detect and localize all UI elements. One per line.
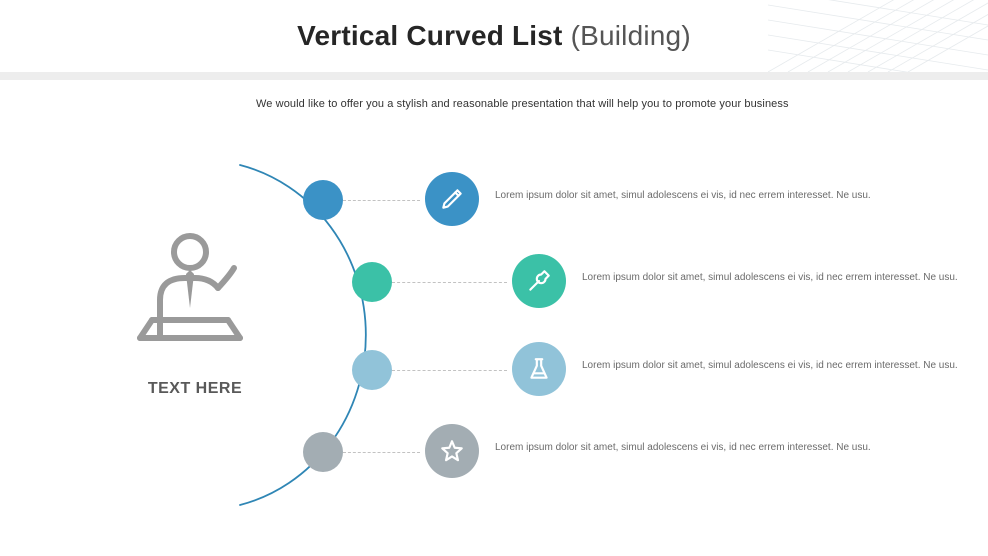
page-title: Vertical Curved List (Building) [297,20,691,52]
star-badge [425,424,479,478]
title-light: (Building) [571,20,691,51]
divider [0,72,988,80]
item-desc-1: Lorem ipsum dolor sit amet, simul adoles… [495,188,875,203]
connector-1 [343,200,420,201]
arc-dot-3 [352,350,392,390]
wrench-icon [526,268,552,294]
title-bold: Vertical Curved List [297,20,562,51]
pencil-icon [439,186,465,212]
diagram-stage: TEXT HERE Lorem ipsum dolor sit amet, si… [0,100,988,556]
arc-dot-1 [303,180,343,220]
item-desc-2: Lorem ipsum dolor sit amet, simul adoles… [582,270,962,285]
star-icon [439,438,465,464]
connector-2 [392,282,507,283]
connector-3 [392,370,507,371]
wrench-badge [512,254,566,308]
flask-badge [512,342,566,396]
flask-icon [526,356,552,382]
building-decoration [768,0,988,72]
item-desc-4: Lorem ipsum dolor sit amet, simul adoles… [495,440,875,455]
arc-dot-2 [352,262,392,302]
item-desc-3: Lorem ipsum dolor sit amet, simul adoles… [582,358,962,373]
pencil-badge [425,172,479,226]
connector-4 [343,452,420,453]
header: Vertical Curved List (Building) [0,0,988,72]
arc-dot-4 [303,432,343,472]
